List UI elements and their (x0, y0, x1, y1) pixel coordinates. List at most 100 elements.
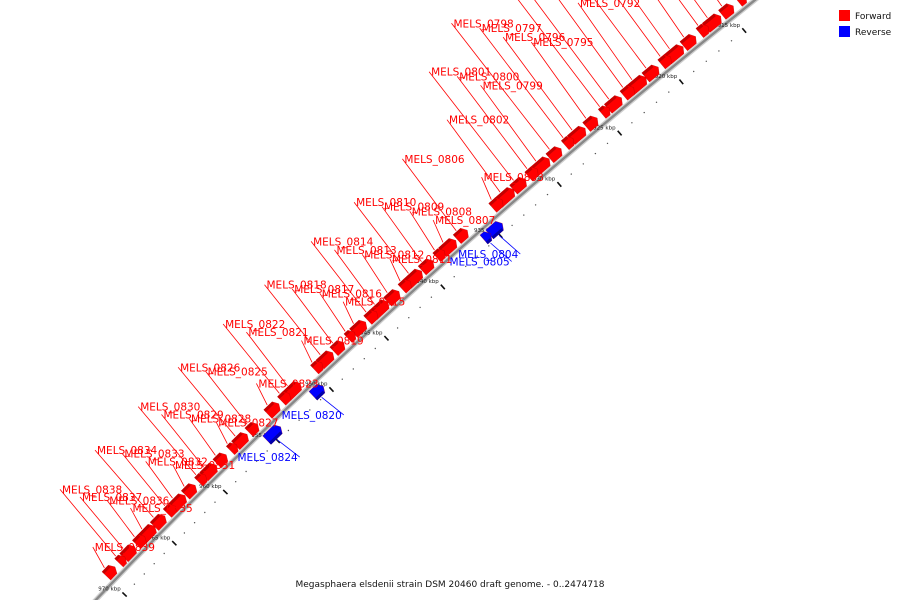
scale-minor-tick (408, 317, 410, 319)
gene-label-mels-0802[interactable]: MELS_0802 (449, 115, 509, 127)
gene-glyph-mels-0836[interactable] (132, 534, 147, 550)
gene-label-mels-0809[interactable]: MELS_0809 (384, 202, 444, 214)
gene-glyph-mels-0811[interactable] (397, 279, 412, 294)
gene-label-mels-0816[interactable]: MELS_0816 (322, 288, 382, 300)
gene-glyph-mels-0803[interactable] (488, 197, 504, 213)
gene-shade (114, 555, 121, 561)
gene-glyph-mels-0839[interactable] (101, 565, 118, 581)
gene-glyph-mels-0800[interactable] (524, 166, 539, 182)
gene-glyph-mels-0828[interactable] (212, 452, 229, 469)
gene-glyph-mels-0834[interactable] (149, 513, 167, 531)
gene-leader-line (618, 0, 661, 57)
gene-label-mels-0829[interactable]: MELS_0829 (164, 410, 224, 422)
gene-label-mels-0835[interactable]: MELS_0835 (133, 503, 193, 515)
gene-label-mels-0814[interactable]: MELS_0814 (313, 236, 373, 248)
gene-label-mels-0833[interactable]: MELS_0833 (124, 449, 184, 461)
gene-label-mels-0821[interactable]: MELS_0821 (248, 327, 308, 339)
gene-glyph-mels-0806[interactable] (452, 228, 469, 244)
gene-glyph-mels-0794[interactable] (597, 105, 611, 119)
gene-glyph-mels-0788[interactable] (657, 54, 672, 70)
gene-label-mels-0795[interactable]: MELS_0795 (533, 37, 593, 49)
gene-leader-line (409, 211, 435, 251)
scale-minor-tick (430, 296, 433, 298)
gene-glyph-mels-0822[interactable] (277, 391, 292, 406)
gene-label-mels-0797[interactable]: MELS_0797 (482, 23, 542, 35)
gene-label-mels-0819[interactable]: MELS_0819 (304, 336, 364, 348)
gene-label-mels-0832[interactable]: MELS_0832 (148, 456, 208, 468)
gene-leader-line (94, 449, 154, 518)
gene-shade (168, 493, 181, 506)
scale-minor-tick (193, 522, 196, 524)
gene-glyph-mels-0781[interactable] (718, 3, 735, 20)
gene-label-mels-0792[interactable]: MELS_0792 (580, 0, 640, 10)
gene-label-mels-0827[interactable]: MELS_0827 (218, 417, 278, 429)
gene-shade (268, 431, 283, 445)
gene-label-mels-0824[interactable]: MELS_0824 (238, 452, 298, 464)
gene-label-mels-0805[interactable]: MELS_0805 (450, 257, 510, 269)
gene-label-mels-0798[interactable]: MELS_0798 (454, 18, 514, 30)
gene-glyph-mels-0817[interactable] (329, 340, 346, 357)
gene-label-mels-0808[interactable]: MELS_0808 (412, 206, 472, 218)
gene-label-mels-0834[interactable]: MELS_0834 (97, 445, 157, 457)
gene-glyph-mels-0833[interactable] (162, 503, 177, 518)
gene-glyph-mels-0819[interactable] (310, 360, 324, 375)
gene-shade (263, 401, 275, 412)
gene-label-mels-0822[interactable]: MELS_0822 (225, 319, 285, 331)
gene-label-mels-0836[interactable]: MELS_0836 (109, 496, 169, 508)
gene-label-mels-0796[interactable]: MELS_0796 (505, 32, 565, 44)
gene-label-mels-0804[interactable]: MELS_0804 (458, 249, 518, 261)
gene-label-mels-0818[interactable]: MELS_0818 (267, 280, 327, 292)
gene-label-mels-0823[interactable]: MELS_0823 (258, 378, 318, 390)
gene-label-mels-0811[interactable]: MELS_0811 (392, 254, 452, 266)
gene-glyph-mels-0838[interactable] (114, 554, 127, 568)
gene-glyph-mels-0831[interactable] (180, 483, 198, 500)
gene-label-mels-0820[interactable]: MELS_0820 (282, 410, 342, 422)
gene-label-mels-0825[interactable]: MELS_0825 (208, 366, 268, 378)
gene-label-mels-0801[interactable]: MELS_0801 (431, 67, 491, 79)
gene-label-mels-0828[interactable]: MELS_0828 (191, 413, 251, 425)
gene-glyph-mels-0823[interactable] (263, 401, 281, 419)
gene-glyph-mels-0830[interactable] (194, 473, 208, 487)
gene-label-mels-0831[interactable]: MELS_0831 (175, 460, 235, 472)
gene-label-mels-0812[interactable]: MELS_0812 (364, 249, 424, 261)
gene-glyph-mels-0795[interactable] (582, 115, 599, 132)
gene-glyph-mels-0797[interactable] (560, 136, 575, 151)
gene-label-mels-0838[interactable]: MELS_0838 (62, 484, 122, 496)
gene-label-mels-0837[interactable]: MELS_0837 (82, 492, 142, 504)
gene-label-mels-0817[interactable]: MELS_0817 (294, 284, 354, 296)
gene-glyph-mels-0783[interactable] (695, 23, 710, 38)
gene-glyph-mels-0809[interactable] (417, 258, 435, 276)
gene-glyph-mels-0785[interactable] (679, 34, 697, 52)
gene-glyph-mels-0808[interactable] (432, 248, 446, 263)
gene-label-mels-0839[interactable]: MELS_0839 (95, 542, 155, 554)
gene-shade (363, 309, 372, 318)
gene-label-mels-0815[interactable]: MELS_0815 (345, 297, 405, 309)
gene-glyph-mels-0820[interactable] (308, 384, 326, 401)
gene-glyph-mels-0814[interactable] (363, 309, 379, 325)
gene-shade (403, 269, 417, 282)
gene-label-mels-0806[interactable]: MELS_0806 (404, 154, 464, 166)
gene-label-mels-0799[interactable]: MELS_0799 (483, 80, 543, 92)
gene-label-mels-0813[interactable]: MELS_0813 (337, 245, 397, 257)
gene-glyph-mels-0805[interactable] (479, 231, 493, 245)
gene-glyph-mels-0816[interactable] (343, 330, 357, 343)
map-caption: Megasphaera elsdenii strain DSM 20460 dr… (295, 580, 604, 590)
gene-glyph-mels-0798[interactable] (545, 146, 563, 164)
gene-label-mels-0807[interactable]: MELS_0807 (435, 215, 495, 227)
gene-glyph-mels-0824[interactable] (262, 424, 283, 445)
scale-minor-tick (570, 173, 572, 175)
gene-label-mels-0810[interactable]: MELS_0810 (356, 197, 416, 209)
gene-label-mels-0800[interactable]: MELS_0800 (459, 71, 519, 83)
gene-glyph-mels-0827[interactable] (225, 442, 239, 456)
gene-glyph-mels-0780[interactable] (735, 0, 747, 7)
scale-minor-tick (153, 563, 155, 565)
scale-minor-tick (298, 419, 300, 421)
gene-leader-line (456, 76, 528, 169)
gene-glyph-mels-0825[interactable] (244, 422, 260, 437)
gene-glyph-mels-0791[interactable] (619, 85, 635, 101)
gene-label-mels-0826[interactable]: MELS_0826 (180, 362, 240, 374)
gene-label-mels-0791[interactable]: MELS_0791 (557, 0, 617, 1)
gene-label-mels-0830[interactable]: MELS_0830 (140, 402, 200, 414)
gene-label-mels-0803[interactable]: MELS_0803 (484, 172, 544, 184)
